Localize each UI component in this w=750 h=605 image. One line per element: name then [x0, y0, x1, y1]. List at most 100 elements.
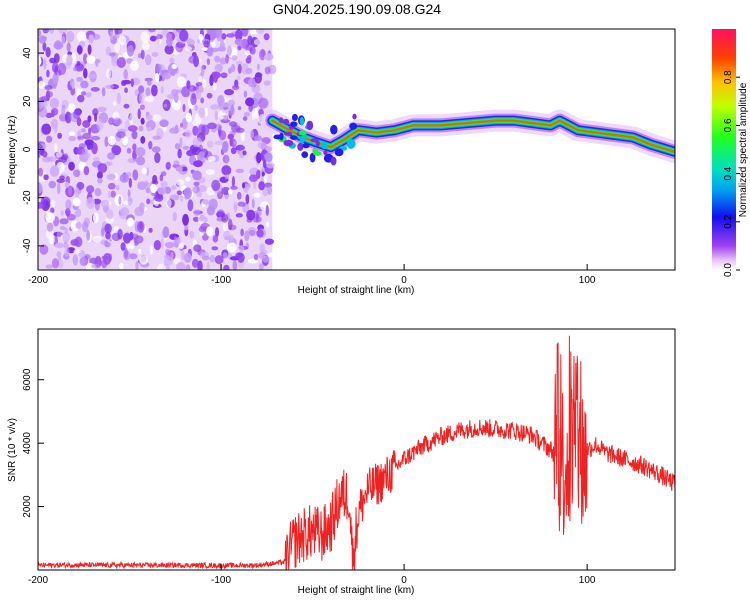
noise-speckle: [49, 29, 55, 34]
noise-speckle: [233, 205, 238, 214]
noise-speckle: [230, 63, 236, 73]
noise-speckle: [112, 111, 120, 121]
noise-speckle: [214, 55, 221, 63]
noise-speckle: [120, 242, 126, 251]
noise-speckle: [224, 174, 230, 180]
noise-speckle: [237, 106, 242, 111]
noise-speckle: [196, 191, 202, 198]
ridge-blob: [283, 139, 294, 147]
noise-speckle: [65, 199, 72, 211]
noise-speckle: [66, 213, 76, 221]
noise-speckle: [116, 92, 122, 105]
noise-speckle: [222, 140, 229, 153]
noise-speckle: [61, 104, 66, 109]
colorbar-tick-label: 0.4: [723, 166, 734, 180]
noise-speckle: [254, 111, 259, 119]
noise-speckle: [94, 112, 98, 122]
noise-speckle: [212, 81, 217, 91]
noise-speckle: [267, 252, 277, 258]
ridge-blob: [330, 156, 337, 166]
noise-speckle: [90, 87, 100, 92]
noise-speckle: [51, 258, 60, 269]
noise-speckle: [38, 183, 43, 194]
noise-speckle: [256, 169, 261, 179]
noise-speckle: [192, 186, 198, 193]
noise-speckle: [72, 254, 79, 266]
noise-speckle: [192, 137, 203, 148]
noise-speckle: [96, 118, 104, 131]
ridge-blob: [302, 142, 310, 149]
noise-speckle: [80, 128, 86, 133]
noise-speckle: [42, 42, 47, 52]
noise-speckle: [129, 253, 138, 260]
noise-speckle: [214, 255, 224, 265]
noise-speckle: [169, 194, 180, 201]
noise-speckle: [147, 80, 152, 86]
noise-speckle: [189, 230, 195, 239]
noise-speckle: [227, 218, 233, 231]
noise-speckle: [160, 86, 164, 94]
noise-speckle: [235, 213, 243, 218]
noise-speckle: [253, 253, 259, 261]
spectrogram-y-tick-label: -40: [22, 238, 33, 253]
noise-speckle: [265, 162, 275, 169]
noise-speckle: [235, 168, 245, 173]
noise-speckle: [38, 106, 48, 118]
noise-speckle: [57, 251, 62, 262]
noise-speckle: [113, 226, 120, 231]
noise-speckle: [104, 136, 109, 148]
spectrogram-y-axis: -40 -20 0 20 40: [22, 47, 44, 253]
noise-speckle: [176, 76, 186, 88]
noise-speckle: [181, 166, 188, 172]
noise-speckle: [198, 107, 206, 119]
noise-speckle: [256, 229, 264, 238]
noise-speckle: [140, 136, 146, 144]
noise-speckle: [82, 120, 91, 128]
noise-speckle: [55, 151, 63, 158]
noise-speckle: [188, 84, 197, 92]
noise-speckle: [245, 194, 250, 205]
ridge-blob: [334, 148, 344, 157]
noise-speckle: [109, 30, 114, 41]
noise-speckle: [202, 199, 210, 205]
noise-speckle: [220, 72, 228, 79]
noise-speckle: [206, 226, 214, 237]
noise-speckle: [54, 65, 58, 76]
noise-speckle: [200, 97, 205, 104]
noise-speckle: [243, 90, 248, 98]
noise-speckle: [87, 115, 92, 123]
noise-speckle: [41, 123, 52, 135]
ridge-blob: [291, 113, 298, 121]
noise-speckle: [144, 54, 152, 66]
noise-speckle: [184, 129, 192, 139]
spectrogram-x-axis: -200 -100 0 100: [28, 264, 596, 286]
noise-speckle: [76, 117, 82, 127]
noise-speckle: [105, 84, 115, 89]
noise-speckle: [165, 241, 175, 249]
noise-speckle: [164, 44, 174, 55]
snr-line: [38, 335, 675, 570]
ridge-blob: [278, 117, 284, 124]
noise-speckle: [242, 116, 248, 121]
noise-speckle: [261, 171, 265, 177]
noise-speckle: [105, 231, 111, 240]
noise-speckle: [86, 229, 91, 241]
noise-speckle: [210, 104, 219, 110]
colorbar-label: Normalized spectral amplitude: [738, 82, 749, 217]
noise-speckle: [238, 245, 245, 253]
noise-speckle: [135, 156, 146, 166]
noise-speckle: [115, 184, 120, 191]
noise-speckle: [138, 85, 145, 95]
noise-speckle: [192, 125, 199, 136]
figure-title: GN04.2025.190.09.08.G24: [273, 1, 441, 17]
spectrogram-y-tick-label: 20: [22, 95, 33, 107]
noise-speckle: [206, 92, 213, 99]
noise-speckle: [121, 135, 129, 146]
noise-speckle: [223, 264, 230, 270]
noise-speckle: [206, 29, 214, 35]
noise-speckle: [93, 198, 102, 205]
noise-speckle: [137, 221, 145, 233]
noise-speckle: [134, 89, 139, 97]
noise-speckle: [50, 207, 55, 214]
noise-speckle: [175, 41, 184, 53]
